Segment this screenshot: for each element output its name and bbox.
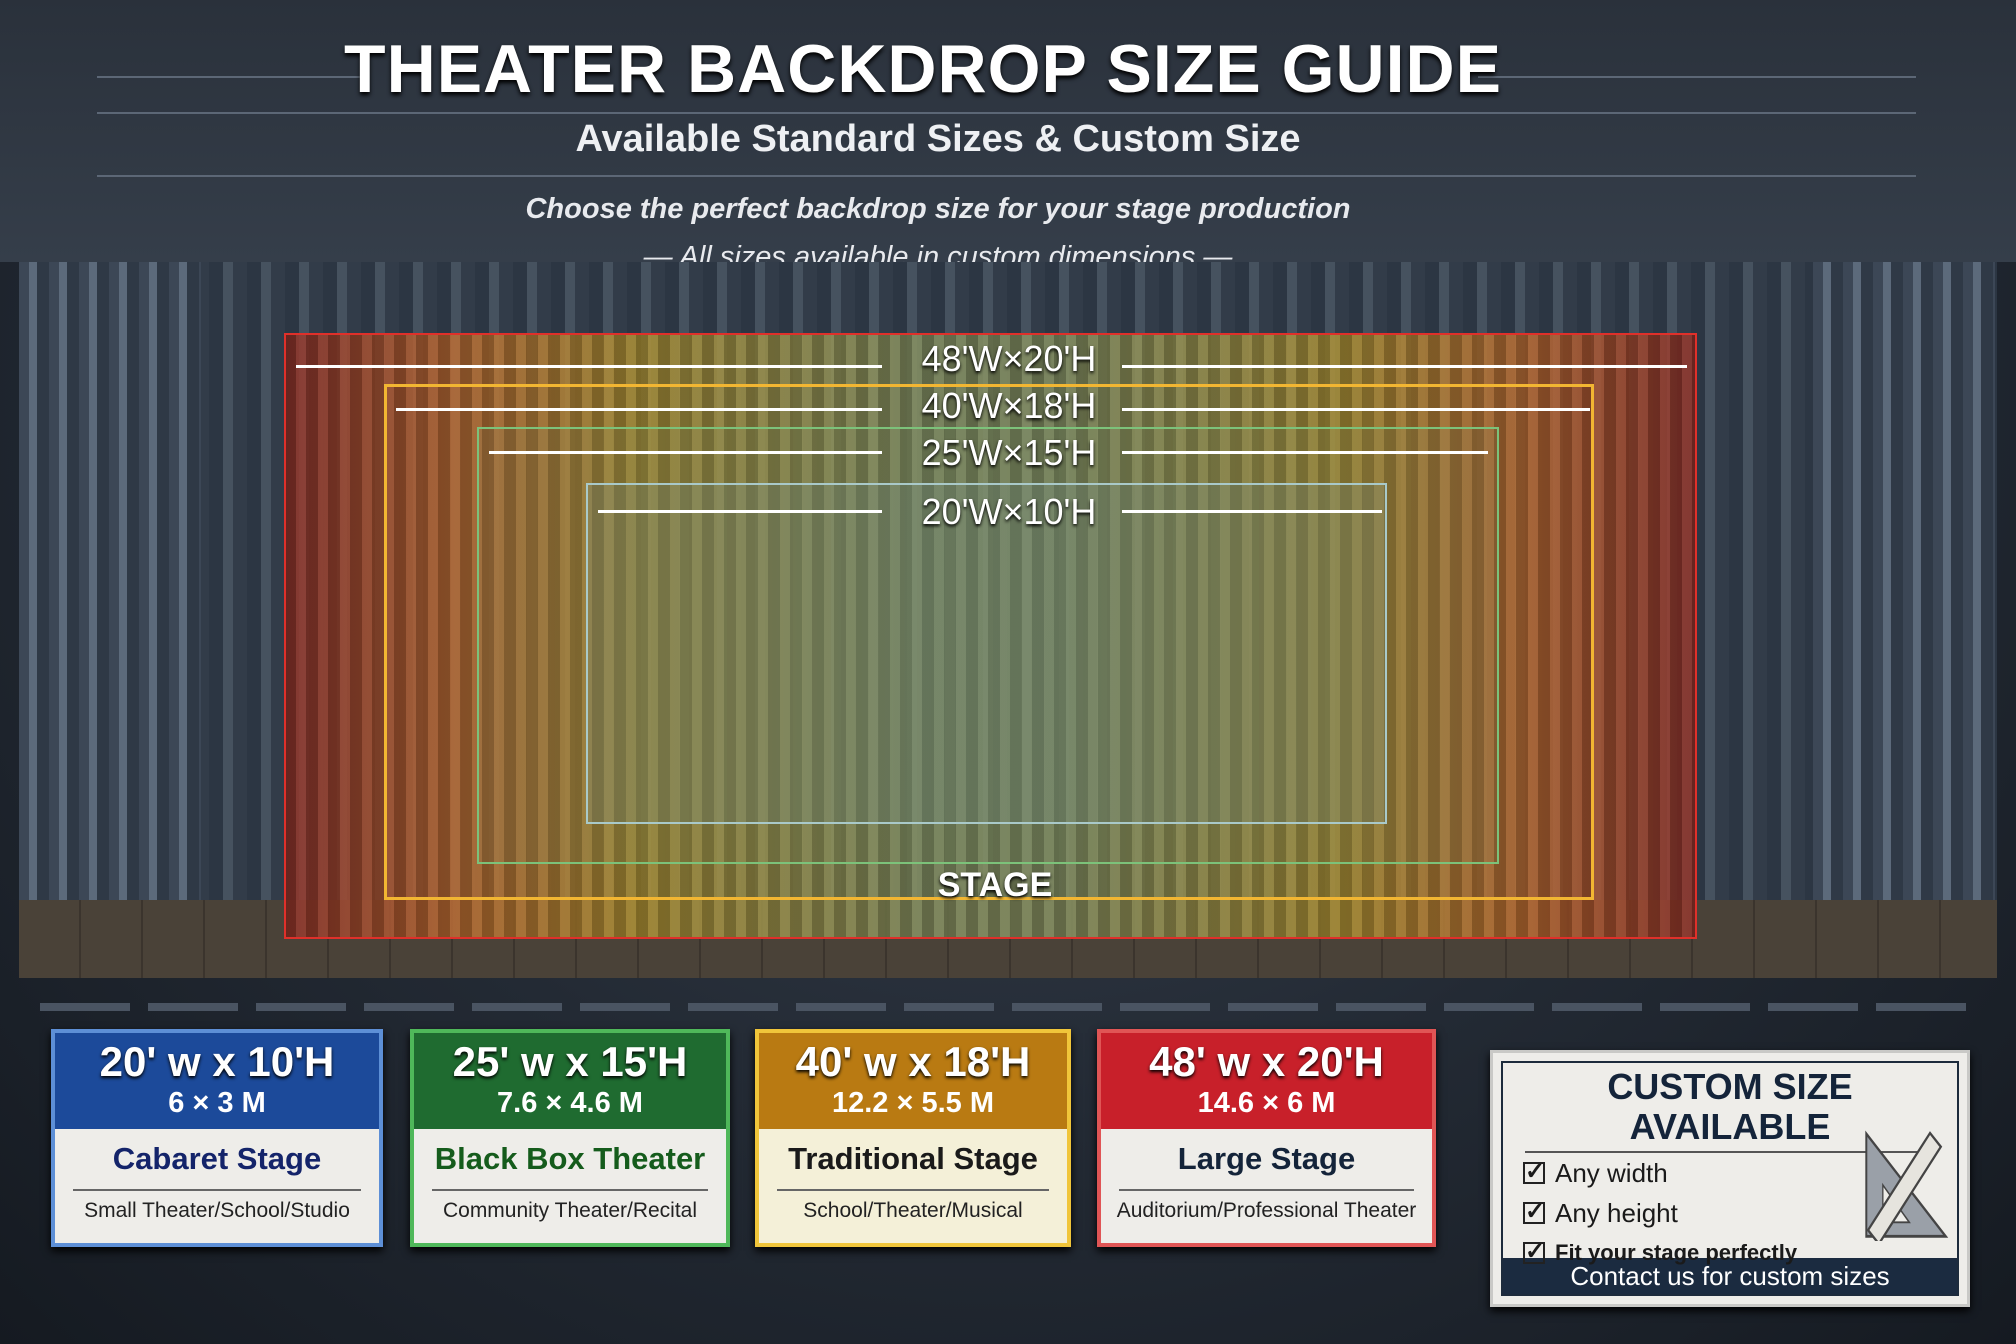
card-header: 48' w x 20'H 14.6 × 6 M — [1101, 1033, 1432, 1129]
dimension-label-25x15: 25'W×15'H — [921, 432, 1097, 473]
card-metric: 14.6 × 6 M — [1197, 1087, 1336, 1119]
size-outline-40x18 — [384, 384, 1594, 900]
width-arrow — [1122, 365, 1687, 368]
divider — [777, 1189, 1049, 1191]
card-header: 20' w x 10'H 6 × 3 M — [55, 1033, 379, 1129]
divider — [97, 76, 367, 78]
size-card-cabaret: 20' w x 10'H 6 × 3 M Cabaret Stage Small… — [51, 1029, 383, 1247]
feature-label: Any height — [1555, 1198, 1678, 1228]
dimension-label-20x10: 20'W×10'H — [921, 491, 1097, 532]
width-arrow — [1122, 451, 1488, 454]
card-size: 48' w x 20'H — [1149, 1038, 1384, 1085]
dimension-label-48x20: 48'W×20'H — [921, 338, 1097, 379]
curtain-folds — [284, 333, 1697, 939]
divider — [1478, 76, 1916, 78]
card-use: School/Theater/Musical — [803, 1199, 1023, 1222]
width-arrow — [489, 451, 882, 454]
divider — [1525, 1151, 1935, 1153]
size-card-black-box: 25' w x 15'H 7.6 × 4.6 M Black Box Theat… — [410, 1029, 730, 1247]
stage-lighting — [284, 333, 1697, 939]
checkbox-icon: ✓ — [1523, 1158, 1546, 1185]
card-metric: 6 × 3 M — [168, 1087, 266, 1119]
contact-banner[interactable]: Contact us for custom sizes — [1503, 1258, 1957, 1294]
width-arrow — [396, 408, 882, 411]
stage-label: STAGE — [937, 866, 1053, 904]
size-outline-20x10 — [586, 483, 1387, 824]
card-use: Small Theater/School/Studio — [84, 1199, 350, 1222]
right-curtain — [1813, 262, 1995, 942]
page-title: THEATER BACKDROP SIZE GUIDE — [344, 31, 1502, 107]
feature-label: Any width — [1555, 1158, 1668, 1188]
feature-label: Fit your stage perfectly — [1555, 1240, 1798, 1265]
card-name: Cabaret Stage — [112, 1141, 322, 1176]
feature-item: ✓ Fit your stage perfectly — [1523, 1233, 1957, 1273]
divider — [73, 1189, 361, 1191]
card-name: Black Box Theater — [434, 1141, 706, 1176]
page-subtitle: Available Standard Sizes & Custom Size — [575, 118, 1301, 160]
divider — [97, 112, 1916, 114]
tagline: Choose the perfect backdrop size for you… — [525, 193, 1351, 225]
feature-item: ✓ Any height — [1523, 1193, 1957, 1233]
card-header: 25' w x 15'H 7.6 × 4.6 M — [414, 1033, 726, 1129]
custom-title: CUSTOM SIZE AVAILABLE — [1607, 1066, 1853, 1147]
card-size: 20' w x 10'H — [99, 1038, 335, 1085]
card-name: Large Stage — [1177, 1141, 1356, 1176]
card-metric: 12.2 × 5.5 M — [831, 1087, 995, 1119]
header-band — [0, 0, 2016, 262]
divider — [97, 175, 1916, 177]
left-curtain — [19, 262, 201, 942]
checkbox-icon: ✓ — [1523, 1238, 1546, 1265]
size-card-traditional: 40' w x 18'H 12.2 × 5.5 M Traditional St… — [755, 1029, 1071, 1247]
divider — [1119, 1189, 1414, 1191]
card-size: 25' w x 15'H — [452, 1038, 688, 1085]
card-size: 40' w x 18'H — [795, 1038, 1031, 1085]
width-arrow — [1122, 408, 1590, 411]
size-outline-25x15 — [477, 427, 1499, 864]
decorative-dashes — [40, 1003, 1980, 1011]
custom-size-panel: CUSTOM SIZE AVAILABLE ✓ Any width ✓ Any he… — [1490, 1050, 1970, 1307]
dimension-label-40x18: 40'W×18'H — [921, 385, 1097, 426]
width-arrow — [1122, 510, 1382, 513]
checkbox-icon: ✓ — [1523, 1198, 1546, 1225]
width-arrow — [598, 510, 882, 513]
card-name: Traditional Stage — [788, 1141, 1038, 1176]
size-card-large: 48' w x 20'H 14.6 × 6 M Large Stage Audi… — [1097, 1029, 1436, 1247]
card-metric: 7.6 × 4.6 M — [497, 1087, 643, 1119]
card-use: Auditorium/Professional Theater — [1116, 1199, 1417, 1222]
card-header: 40' w x 18'H 12.2 × 5.5 M — [759, 1033, 1067, 1129]
feature-item: ✓ Any width — [1523, 1153, 1957, 1193]
size-outline-48x20 — [284, 333, 1697, 939]
width-arrow — [296, 365, 882, 368]
card-use: Community Theater/Recital — [442, 1199, 698, 1222]
ruler-triangle-icon — [1865, 1130, 1949, 1241]
divider — [432, 1189, 708, 1191]
